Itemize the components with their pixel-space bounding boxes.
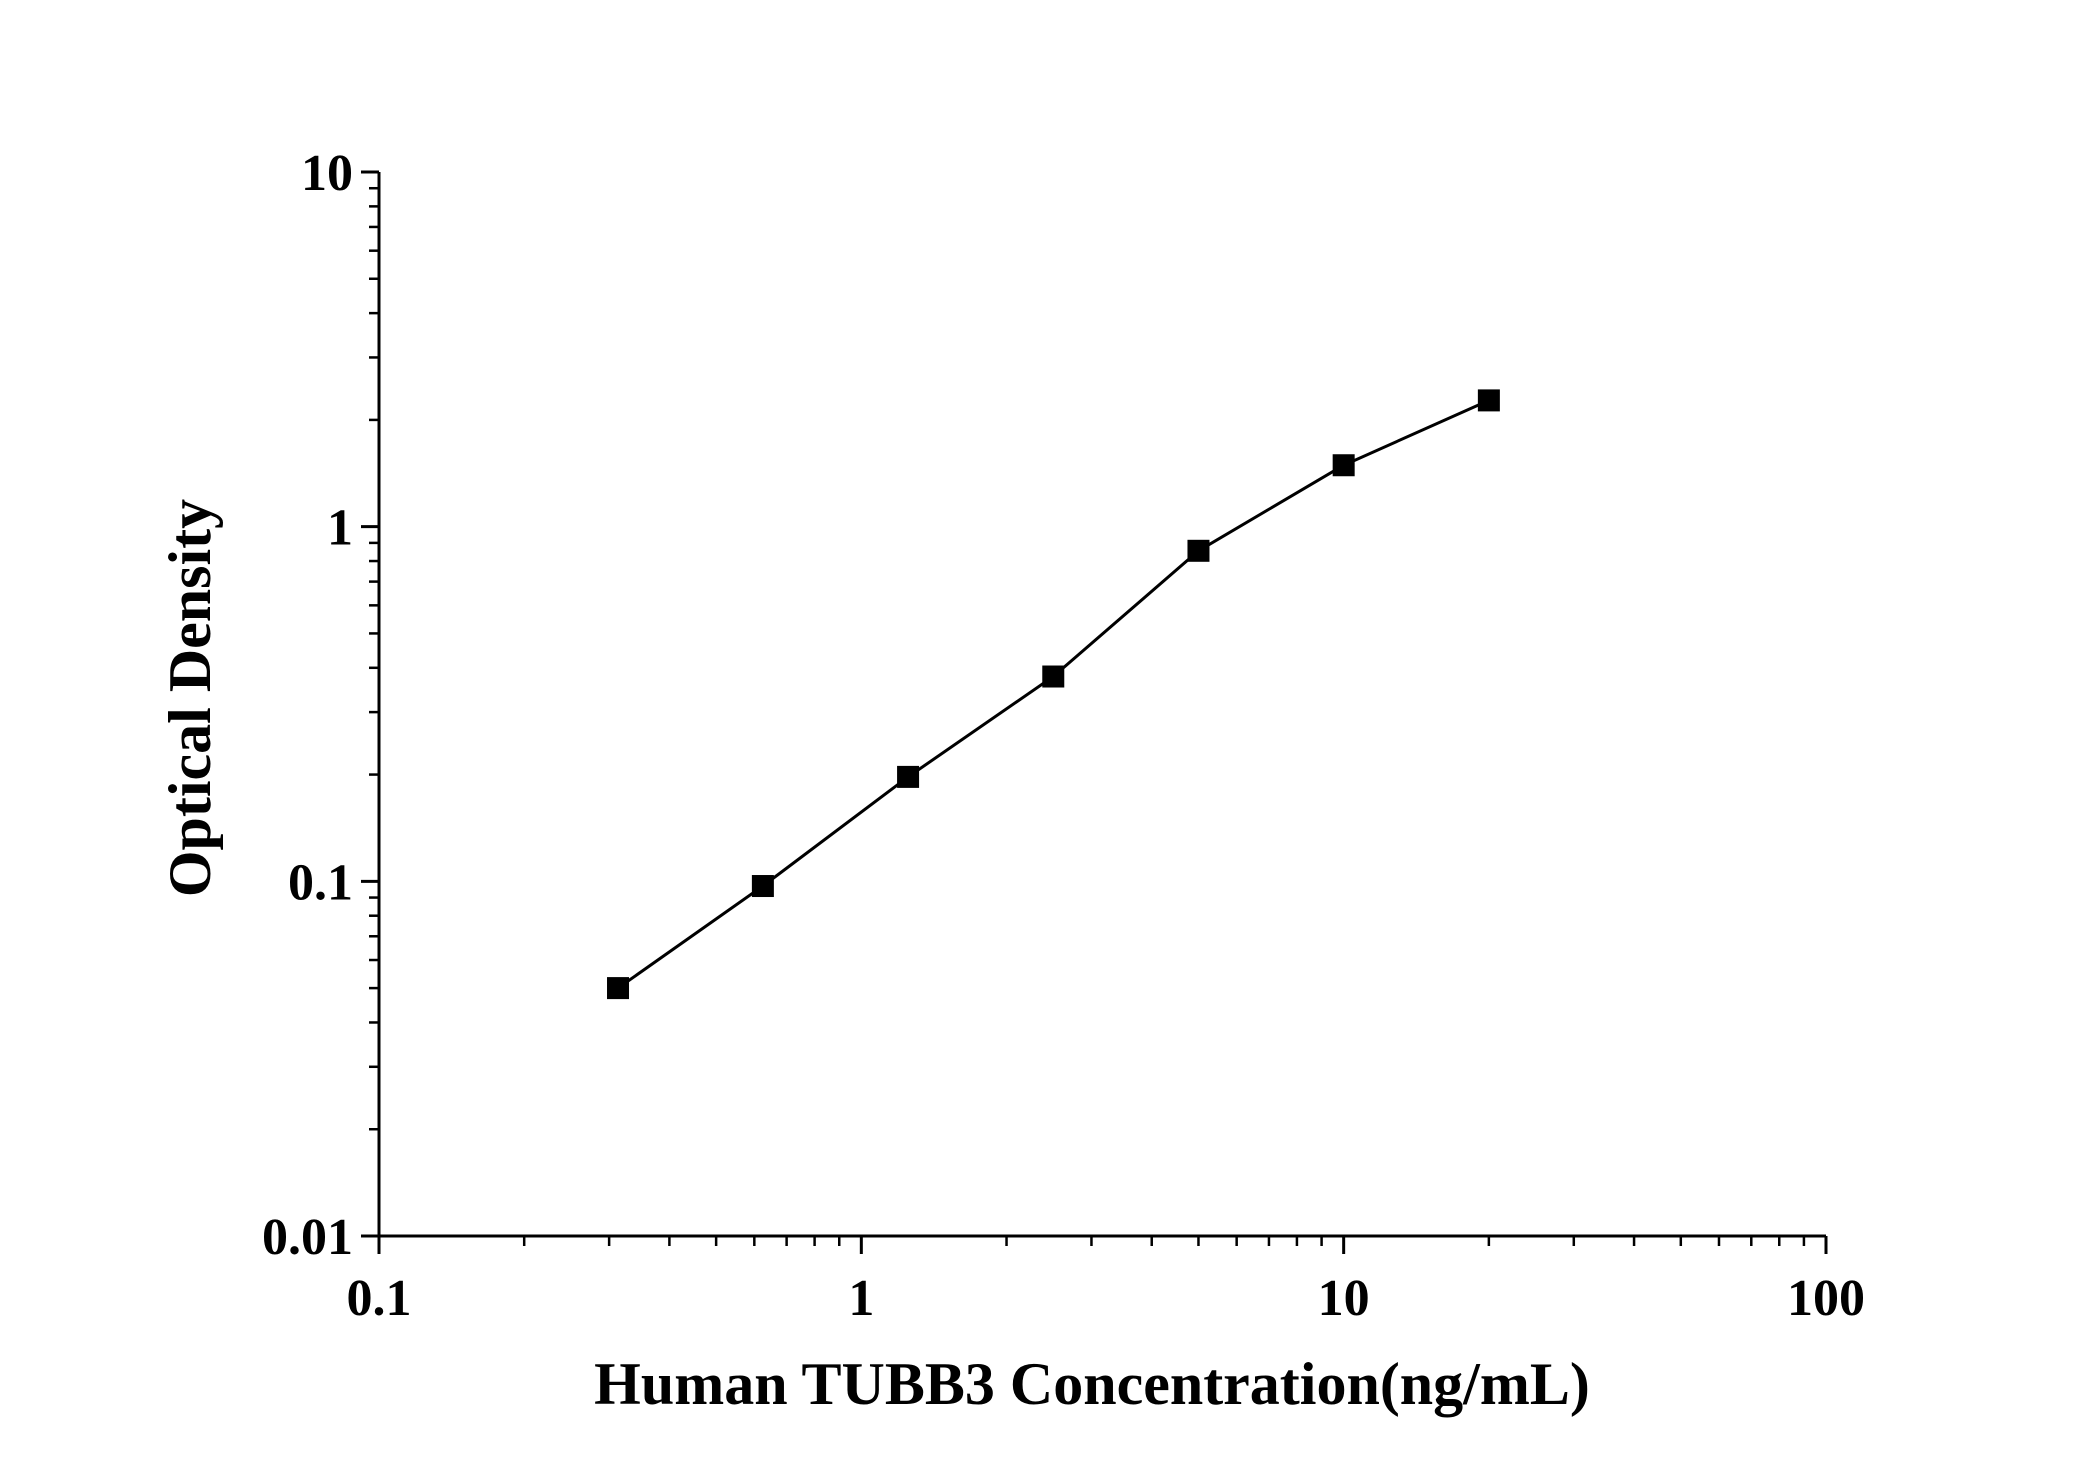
axis-ticks xyxy=(361,170,1828,1254)
y-tick-label: 0.1 xyxy=(288,854,353,911)
series-line xyxy=(617,399,1490,990)
data-point xyxy=(1187,539,1210,562)
y-tick-label: 10 xyxy=(301,145,353,202)
x-tick-label: 100 xyxy=(1787,1270,1865,1327)
y-tick-label: 0.01 xyxy=(262,1209,353,1266)
x-tick-label: 0.1 xyxy=(347,1270,412,1327)
axes xyxy=(377,172,1826,1238)
y-tick-label: 1 xyxy=(327,500,353,557)
y-axis-title: Optical Density xyxy=(157,499,223,897)
data-point xyxy=(751,875,774,898)
x-axis-title: Human TUBB3 Concentration(ng/mL) xyxy=(594,1351,1590,1417)
series-layer xyxy=(607,389,1500,1000)
data-point xyxy=(1332,454,1355,477)
data-point xyxy=(607,977,630,1000)
x-tick-label: 10 xyxy=(1318,1270,1370,1327)
data-point xyxy=(1477,389,1500,412)
data-point xyxy=(1042,665,1065,688)
x-tick-label: 1 xyxy=(848,1270,874,1327)
data-point xyxy=(897,765,920,788)
